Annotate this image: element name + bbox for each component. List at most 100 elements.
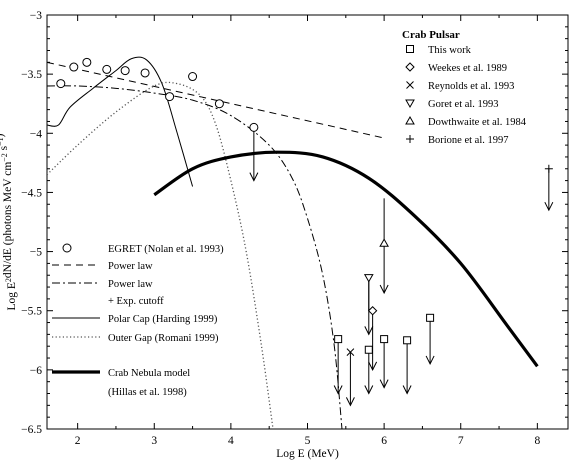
- y-axis-title-part: −2: [0, 153, 9, 162]
- diamond-marker: [405, 62, 415, 72]
- x-tick-label: 6: [381, 435, 387, 447]
- upper-limit-arrow: [544, 201, 554, 212]
- upper-limit-point: [346, 348, 355, 356]
- circle-marker: [62, 243, 72, 253]
- legend-top-title: Crab Pulsar: [402, 29, 460, 41]
- x-marker: [406, 81, 414, 89]
- y-axis-title-part: 2: [4, 278, 13, 282]
- x-tick-label: 4: [228, 435, 234, 447]
- upper-limit-arrow: [402, 385, 412, 395]
- circle-marker: [120, 66, 130, 76]
- legend-top-marker: [405, 115, 415, 125]
- y-axis-title-part: ): [0, 133, 6, 137]
- upper-limit-point: [426, 313, 435, 322]
- y-tick-label: −5.5: [21, 306, 42, 318]
- triangle-down-marker: [405, 99, 415, 109]
- legend-top-label: Goret et al. 1993: [428, 99, 499, 110]
- legend-top-marker: [406, 45, 414, 53]
- circle-marker: [165, 92, 175, 102]
- legend-top-label: Reynolds et al. 1993: [428, 81, 514, 92]
- legend-top-label: This work: [428, 45, 472, 56]
- diamond-marker: [367, 306, 378, 316]
- legend-bottom-label: + Exp. cutoff: [108, 296, 164, 307]
- x-tick-label: 7: [458, 435, 464, 447]
- circle-marker: [56, 79, 66, 89]
- legend-top-marker: [405, 62, 415, 72]
- y-tick-label: −3: [30, 10, 42, 22]
- x-marker: [346, 348, 355, 356]
- egret-point: [120, 66, 130, 76]
- curve-solid-thin: [47, 56, 194, 187]
- upper-limit-arrow: [249, 172, 259, 182]
- legend-bottom-label: EGRET (Nolan et al. 1993): [108, 244, 224, 255]
- legend-top-label: Weekes et al. 1989: [428, 63, 507, 74]
- x-tick-label: 3: [151, 435, 157, 447]
- square-marker: [380, 335, 389, 344]
- y-axis-title-part: s: [0, 145, 10, 153]
- upper-limit-point: [379, 238, 389, 247]
- curve-solid-thick: [153, 150, 539, 368]
- egret-point: [188, 72, 198, 82]
- legend-top: Crab Pulsar This work Weekes et al. 1989 R…: [402, 29, 527, 146]
- y-tick-label: −3.5: [21, 69, 42, 81]
- egret-point: [56, 79, 66, 89]
- curve-dashdot: [47, 85, 343, 429]
- y-axis-title-part: dN/dE (photons MeV cm: [2, 162, 14, 278]
- triangle-up-marker: [379, 238, 389, 247]
- circle-marker: [188, 72, 198, 82]
- y-tick-label: −6.5: [21, 424, 42, 436]
- square-marker: [403, 336, 412, 345]
- egret-point: [82, 57, 92, 67]
- circle-marker: [140, 68, 150, 78]
- legend-top-label: Dowthwaite et al. 1984: [428, 117, 527, 128]
- legend-bottom-label: Outer Gap (Romani 1999): [108, 333, 219, 344]
- triangle-up-marker: [405, 115, 415, 125]
- curves-group: [47, 56, 539, 429]
- x-axis-title: Log E (MeV): [276, 448, 339, 460]
- square-marker: [426, 313, 435, 322]
- legend-bottom-label: (Hillas et al. 1998): [108, 387, 187, 398]
- x-tick-label: 8: [534, 435, 540, 447]
- x-tick-label: 2: [75, 435, 81, 447]
- legend-top-label: Borione et al. 1997: [428, 135, 508, 146]
- upper-limit-point: [403, 336, 412, 345]
- upper-limit-point: [367, 306, 378, 316]
- upper-limit-point: [380, 335, 389, 344]
- upper-limit-arrow: [425, 355, 435, 366]
- upper-limit-point: [544, 164, 553, 173]
- legend-bottom-label: Power law: [108, 279, 153, 290]
- upper-limit-arrow: [379, 284, 389, 295]
- legend-top-marker: [406, 135, 414, 143]
- circle-marker: [214, 99, 224, 109]
- legend-bottom-label: Power law: [108, 261, 153, 272]
- triangle-down-marker: [363, 274, 374, 283]
- y-tick-label: −4.5: [21, 187, 42, 199]
- legend-bottom-label: Polar Cap (Harding 1999): [108, 314, 218, 325]
- upper-limit-point: [249, 122, 259, 132]
- plot-frame: [46, 14, 569, 430]
- axes-group: 2 3 4 5 6 7 8 −3 −3.5 −4 −4.5 −5 −5.5 −6 −6.5: [21, 10, 569, 447]
- legend-bottom: EGRET (Nolan et al. 1993) Power law Power …: [52, 243, 224, 398]
- y-tick-label: −4: [30, 128, 42, 140]
- x-tick-label: 5: [305, 435, 311, 447]
- upper-limit-arrow: [364, 326, 374, 336]
- legend-top-marker: [405, 99, 415, 109]
- circle-marker: [82, 57, 92, 67]
- curve-dashed: [47, 61, 385, 139]
- egret-point: [140, 68, 150, 78]
- egret-point: [214, 99, 224, 109]
- legend-bottom-label: Crab Nebula model: [108, 368, 190, 379]
- y-tick-label: −5: [30, 247, 42, 259]
- legend-bottom-marker: [62, 243, 72, 253]
- legend-top-marker: [406, 81, 414, 89]
- upper-limit-arrow: [364, 385, 374, 395]
- curve-dotted: [47, 81, 274, 429]
- upper-limit-arrow: [333, 385, 343, 395]
- upper-limit-arrow: [345, 397, 355, 407]
- egret-point: [102, 64, 112, 74]
- y-axis-title: Log E2dN/dE (photons MeV cm−2 s−1): [0, 133, 18, 310]
- upper-limit-point: [334, 335, 343, 344]
- circle-marker: [102, 64, 112, 74]
- upper-limit-arrow: [379, 379, 389, 389]
